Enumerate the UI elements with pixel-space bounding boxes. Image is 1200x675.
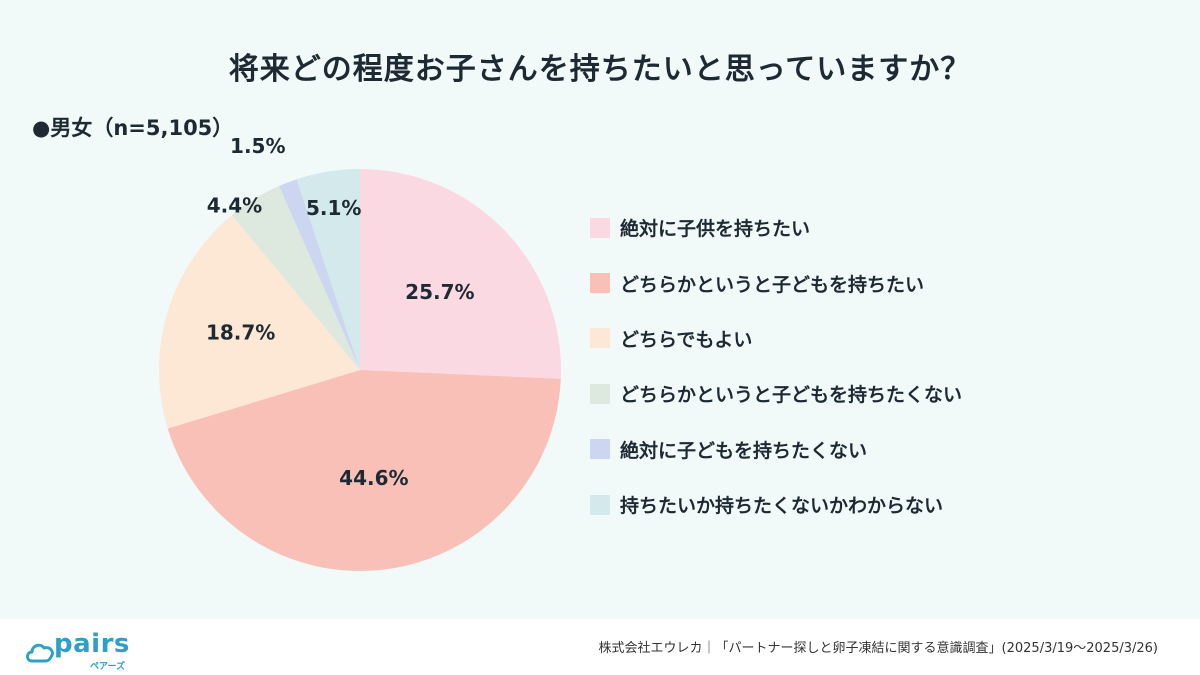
logo-kana: ペアーズ — [90, 662, 126, 672]
legend-swatch — [590, 383, 610, 404]
legend-swatch — [590, 494, 610, 515]
legend-label: どちらかというと子どもを持ちたい — [620, 273, 925, 296]
legend-item: 絶対に子どもを持ちたくない — [590, 422, 962, 477]
pie-slice — [360, 169, 562, 379]
slice-value-label: 5.1% — [306, 196, 361, 220]
legend-item: 持ちたいか持ちたくないかわからない — [590, 477, 962, 532]
legend-label: どちらかというと子どもを持ちたくない — [620, 384, 963, 407]
legend-swatch — [590, 217, 610, 238]
legend-swatch — [590, 439, 610, 460]
logo-wordmark: pairs — [54, 629, 130, 659]
legend-label: どちらでもよい — [620, 328, 753, 351]
slice-value-label: 44.6% — [339, 466, 408, 490]
legend-item: どちらかというと子どもを持ちたい — [590, 255, 962, 310]
legend-label: 絶対に子どもを持ちたくない — [620, 439, 868, 462]
legend-swatch — [590, 273, 610, 294]
chart-title: 将来どの程度お子さんを持ちたいと思っていますか？ — [228, 52, 972, 87]
slice-value-label: 4.4% — [207, 193, 262, 217]
legend-item: どちらかというと子どもを持ちたくない — [590, 366, 962, 421]
slice-value-label: 18.7% — [206, 321, 275, 345]
legend-label: 絶対に子供を持ちたい — [620, 218, 811, 241]
slice-value-label: 25.7% — [405, 280, 474, 304]
pie-slice — [296, 169, 360, 370]
footer: pairs ペアーズ 株式会社エウレカ｜「パートナー探しと卵子凍結に関する意識調… — [0, 619, 1200, 675]
pie-slice — [159, 215, 360, 429]
legend-item: 絶対に子供を持ちたい — [590, 200, 962, 255]
legend-item: どちらでもよい — [590, 311, 962, 366]
pairs-logo: pairs ペアーズ — [24, 629, 144, 672]
legend-label: 持ちたいか持ちたくないかわからない — [620, 495, 944, 518]
legend-swatch — [590, 328, 610, 349]
slice-value-label: 1.5% — [230, 134, 285, 158]
pie-chart: 25.7% 44.6% 18.7% 4.4% 1.5% 5.1% — [159, 134, 562, 571]
cloud-icon — [26, 643, 54, 663]
pie-slice — [231, 186, 360, 370]
pie-slice — [279, 179, 360, 370]
source-note: 株式会社エウレカ｜「パートナー探しと卵子凍結に関する意識調査」(2025/3/1… — [598, 641, 1158, 656]
sample-size-label: ●男女（n=5,105） — [32, 116, 234, 140]
pie-slice — [167, 370, 561, 571]
chart-legend: 絶対に子供を持ちたいどちらかというと子どもを持ちたい どちらでもよいどちらかという… — [590, 200, 962, 532]
